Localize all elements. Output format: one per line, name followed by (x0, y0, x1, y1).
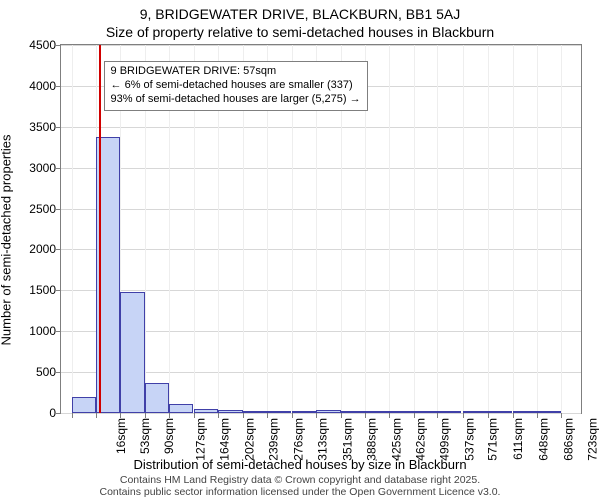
x-gridline (513, 45, 514, 413)
chart-title-line1: 9, BRIDGEWATER DRIVE, BLACKBURN, BB1 5AJ (0, 6, 600, 22)
property-marker-line (99, 45, 101, 413)
y-tickmark (56, 168, 61, 169)
y-tickmark (56, 290, 61, 291)
y-tick-label: 0 (49, 406, 56, 420)
histogram-bar (267, 411, 291, 413)
y-tick-label: 3000 (29, 161, 56, 175)
histogram-bar (292, 411, 316, 413)
y-gridline (61, 127, 581, 128)
histogram-bar (463, 411, 487, 413)
histogram-bar (513, 411, 537, 413)
histogram-bar (488, 411, 512, 413)
histogram-bar (316, 410, 340, 413)
histogram-bar (341, 411, 365, 413)
histogram-bar (389, 411, 413, 413)
footer-line1: Contains HM Land Registry data © Crown c… (0, 474, 600, 486)
info-box-line: 9 BRIDGEWATER DRIVE: 57sqm (111, 65, 361, 79)
info-box-line: ← 6% of semi-detached houses are smaller… (111, 79, 361, 93)
y-tickmark (56, 209, 61, 210)
x-tick-label: 313sqm (316, 418, 330, 461)
x-tick-label: 462sqm (414, 418, 428, 461)
histogram-bar (120, 292, 144, 413)
y-tick-label: 2000 (29, 242, 56, 256)
x-tick-label: 723sqm (586, 418, 600, 461)
x-tick-label: 164sqm (218, 418, 232, 461)
y-tick-label: 4000 (29, 79, 56, 93)
y-gridline (61, 413, 581, 414)
histogram-bar (437, 411, 461, 413)
x-tickmark (96, 413, 97, 418)
histogram-bar (169, 404, 193, 413)
x-gridline (389, 45, 390, 413)
y-tickmark (56, 86, 61, 87)
y-gridline (61, 209, 581, 210)
chart-container: 9, BRIDGEWATER DRIVE, BLACKBURN, BB1 5AJ… (0, 0, 600, 500)
histogram-bar (243, 411, 267, 413)
x-tickmark (72, 413, 73, 418)
x-tick-label: 425sqm (389, 418, 403, 461)
x-gridline (537, 45, 538, 413)
x-gridline (463, 45, 464, 413)
histogram-bar (145, 383, 169, 413)
y-tick-label: 500 (36, 365, 56, 379)
footer-line2: Contains public sector information licen… (0, 486, 600, 498)
x-gridline (72, 45, 73, 413)
x-tick-label: 202sqm (243, 418, 257, 461)
info-box-line: 93% of semi-detached houses are larger (… (111, 93, 361, 107)
histogram-bar (414, 411, 438, 413)
y-tick-label: 1000 (29, 324, 56, 338)
histogram-bar (72, 397, 96, 413)
y-tick-label: 1500 (29, 283, 56, 297)
property-info-box: 9 BRIDGEWATER DRIVE: 57sqm← 6% of semi-d… (104, 61, 368, 110)
y-gridline (61, 249, 581, 250)
y-tickmark (56, 45, 61, 46)
x-tick-label: 686sqm (561, 418, 575, 461)
y-tickmark (56, 249, 61, 250)
histogram-bar (194, 409, 218, 413)
x-tick-label: 276sqm (291, 418, 305, 461)
x-tick-label: 537sqm (463, 418, 477, 461)
x-gridline (488, 45, 489, 413)
y-tick-label: 2500 (29, 202, 56, 216)
x-tick-label: 388sqm (365, 418, 379, 461)
x-tick-label: 53sqm (138, 418, 152, 454)
x-gridline (561, 45, 562, 413)
x-tick-label: 611sqm (511, 418, 525, 460)
x-tick-label: 351sqm (341, 418, 355, 461)
histogram-bar (218, 410, 242, 413)
y-axis-label: Number of semi-detached properties (0, 135, 14, 346)
y-tickmark (56, 331, 61, 332)
chart-title-line2: Size of property relative to semi-detach… (0, 24, 600, 40)
plot-area: 9 BRIDGEWATER DRIVE: 57sqm← 6% of semi-d… (60, 44, 582, 414)
y-tickmark (56, 372, 61, 373)
x-tick-label: 90sqm (162, 418, 176, 454)
y-tickmark (56, 413, 61, 414)
y-gridline (61, 168, 581, 169)
x-tick-label: 648sqm (536, 418, 550, 461)
footer-attribution: Contains HM Land Registry data © Crown c… (0, 474, 600, 498)
x-tick-label: 239sqm (267, 418, 281, 461)
x-gridline (414, 45, 415, 413)
y-tickmark (56, 127, 61, 128)
y-gridline (61, 45, 581, 46)
histogram-bar (365, 411, 389, 413)
y-tick-label: 4500 (29, 38, 56, 52)
histogram-bar (537, 411, 561, 413)
x-tick-label: 499sqm (438, 418, 452, 461)
x-tick-label: 571sqm (486, 418, 500, 461)
x-tick-label: 16sqm (114, 418, 128, 454)
x-tick-label: 127sqm (193, 418, 207, 461)
x-gridline (437, 45, 438, 413)
y-tick-label: 3500 (29, 120, 56, 134)
